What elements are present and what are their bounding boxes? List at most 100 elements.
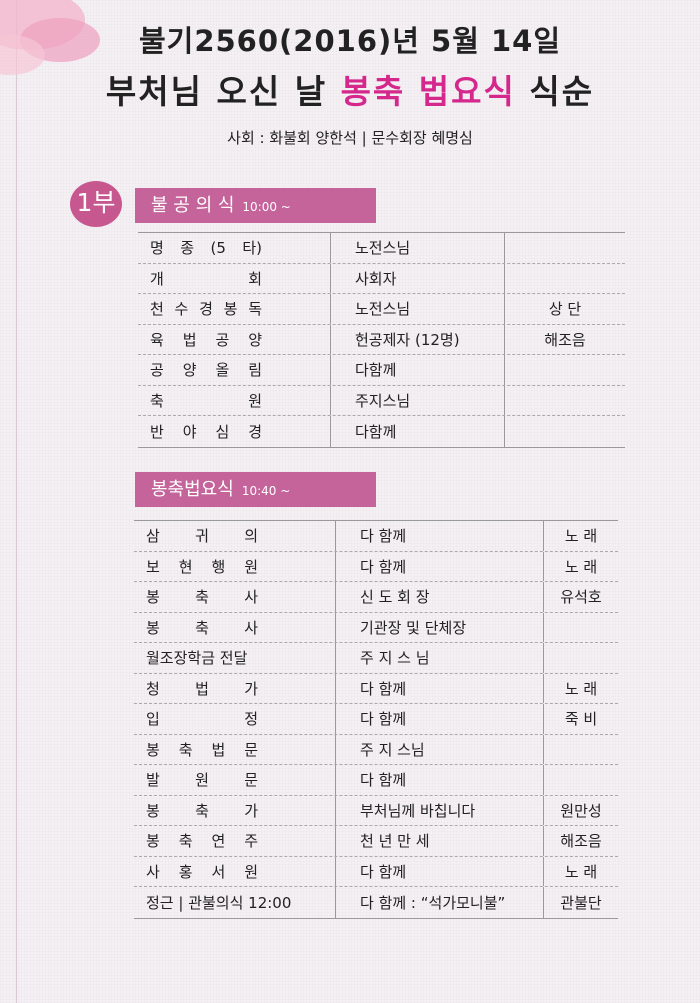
item-cell: 삼 귀 의	[134, 525, 335, 546]
item-cell: 발 원 문	[134, 769, 335, 790]
table-row: 발 원 문 다 함께	[134, 765, 618, 796]
note-cell: 노 래	[543, 551, 618, 581]
note-cell	[543, 765, 618, 795]
performer-label: 노전스님	[355, 300, 411, 319]
performer-label: 다 함께	[360, 527, 407, 546]
item-cell: 봉 축 가	[134, 800, 335, 821]
performer-cell: 주 지 스님	[335, 734, 543, 764]
item-cell: 봉 축 연 주	[134, 830, 335, 851]
performer-cell: 다 함께	[335, 856, 543, 886]
item-cell: 사 홍 서 원	[134, 861, 335, 882]
note-cell	[504, 233, 625, 263]
note-label: 노 래	[564, 557, 598, 576]
date-line: 불기2560(2016)년 5월 14일	[138, 24, 562, 58]
performer-cell: 노전스님	[330, 294, 504, 324]
performer-cell: 신 도 회 장	[335, 582, 543, 612]
table-row: 월조장학금 전달 주 지 스 님	[134, 643, 618, 674]
item-label: 월조장학금 전달	[146, 649, 248, 668]
performer-cell: 노전스님	[330, 233, 504, 263]
performer-label: 천 년 만 세	[360, 832, 430, 851]
note-cell	[504, 355, 625, 385]
item-cell: 입 정	[134, 708, 335, 729]
table-row: 천 수 경 봉 독 노전스님 상 단	[138, 294, 625, 325]
item-label: 발 원 문	[146, 771, 258, 790]
item-label: 봉 축 연 주	[146, 832, 258, 851]
item-label: 반 야 심 경	[150, 422, 262, 441]
performer-cell: 천 년 만 세	[335, 826, 543, 856]
note-cell: 노 래	[543, 673, 618, 703]
note-label: 관불단	[560, 893, 602, 912]
table-row: 봉 축 사 기관장 및 단체장	[134, 612, 618, 643]
performer-label: 다 함께	[360, 862, 407, 881]
item-cell: 개 회	[138, 268, 330, 289]
item-cell: 봉 축 법 문	[134, 739, 335, 760]
performer-cell: 다 함께	[335, 704, 543, 734]
item-label: 봉 축 가	[146, 801, 258, 820]
performer-label: 신 도 회 장	[360, 588, 430, 607]
note-cell: 유석호	[543, 582, 618, 612]
table-row: 보 현 행 원 다 함께 노 래	[134, 551, 618, 582]
item-cell: 축 원	[138, 390, 330, 411]
note-label: 죽 비	[564, 710, 598, 729]
table-row: 봉 축 연 주 천 년 만 세 해조음	[134, 826, 618, 857]
performer-cell: 다 함께	[335, 551, 543, 581]
performer-label: 다 함께	[360, 557, 407, 576]
item-cell: 청 법 가	[134, 678, 335, 699]
note-cell	[543, 643, 618, 673]
performer-cell: 다 함께	[335, 673, 543, 703]
performer-label: 다함께	[355, 422, 397, 441]
performer-label: 부처님께 바칩니다	[360, 801, 476, 820]
table-row: 입 정 다 함께 죽 비	[134, 704, 618, 735]
table-row: 봉 축 법 문 주 지 스님	[134, 734, 618, 765]
section-time: 10:40 ~	[241, 484, 291, 498]
section-header-part2: 봉축법요식 10:40 ~	[135, 472, 376, 507]
item-label: 육 법 공 양	[150, 330, 262, 349]
note-cell: 해조음	[504, 324, 625, 354]
item-cell: 정근 | 관불의식 12:00	[134, 892, 335, 913]
note-cell: 죽 비	[543, 704, 618, 734]
performer-label: 주 지 스 님	[360, 649, 430, 668]
item-label: 봉 축 법 문	[146, 740, 258, 759]
part-badge: 1부	[70, 181, 122, 227]
performer-label: 기관장 및 단체장	[360, 618, 467, 637]
table-row: 명 종 (5 타) 노전스님	[138, 233, 625, 264]
performer-cell: 주 지 스 님	[335, 643, 543, 673]
table-row: 공 양 올 림 다함께	[138, 355, 625, 386]
item-label: 보 현 행 원	[146, 557, 258, 576]
note-label: 해조음	[560, 832, 602, 851]
note-cell	[543, 734, 618, 764]
table-row: 육 법 공 양 헌공제자 (12명) 해조음	[138, 324, 625, 355]
performer-label: 사회자	[355, 269, 397, 288]
note-cell: 노 래	[543, 521, 618, 551]
item-label: 명 종 (5 타)	[150, 239, 262, 258]
item-label: 공 양 올 림	[150, 361, 262, 380]
item-label: 정근 | 관불의식 12:00	[146, 893, 292, 912]
schedule-table-part1: 명 종 (5 타) 노전스님 개 회 사회자 천 수 경 봉 독 노전스님 상 …	[138, 232, 625, 448]
item-label: 천 수 경 봉 독	[150, 300, 262, 319]
item-cell: 명 종 (5 타)	[138, 237, 330, 258]
performer-label: 다 함께	[360, 771, 407, 790]
table-row: 개 회 사회자	[138, 263, 625, 294]
lotus-decoration	[0, 0, 100, 75]
title-highlight: 봉축 법요식	[340, 72, 516, 111]
performer-label: 다 함께 : “석가모니불”	[360, 893, 506, 912]
item-cell: 천 수 경 봉 독	[138, 298, 330, 319]
table-row: 축 원 주지스님	[138, 385, 625, 416]
item-cell: 봉 축 사	[134, 617, 335, 638]
note-cell: 노 래	[543, 856, 618, 886]
performer-cell: 다함께	[330, 416, 504, 447]
item-cell: 봉 축 사	[134, 586, 335, 607]
item-label: 축 원	[150, 391, 262, 410]
section-header-part1: 불 공 의 식 10:00 ~	[135, 188, 376, 223]
table-row: 삼 귀 의 다 함께 노 래	[134, 521, 618, 552]
table-row: 봉 축 가 부처님께 바칩니다 원만성	[134, 795, 618, 826]
note-cell: 상 단	[504, 294, 625, 324]
item-label: 삼 귀 의	[146, 527, 258, 546]
performer-cell: 다 함께 : “석가모니불”	[335, 887, 543, 918]
performer-label: 다함께	[355, 361, 397, 380]
performer-label: 주지스님	[355, 391, 411, 410]
performer-cell: 다 함께	[335, 521, 543, 551]
table-row: 봉 축 사 신 도 회 장 유석호	[134, 582, 618, 613]
table-row: 청 법 가 다 함께 노 래	[134, 673, 618, 704]
